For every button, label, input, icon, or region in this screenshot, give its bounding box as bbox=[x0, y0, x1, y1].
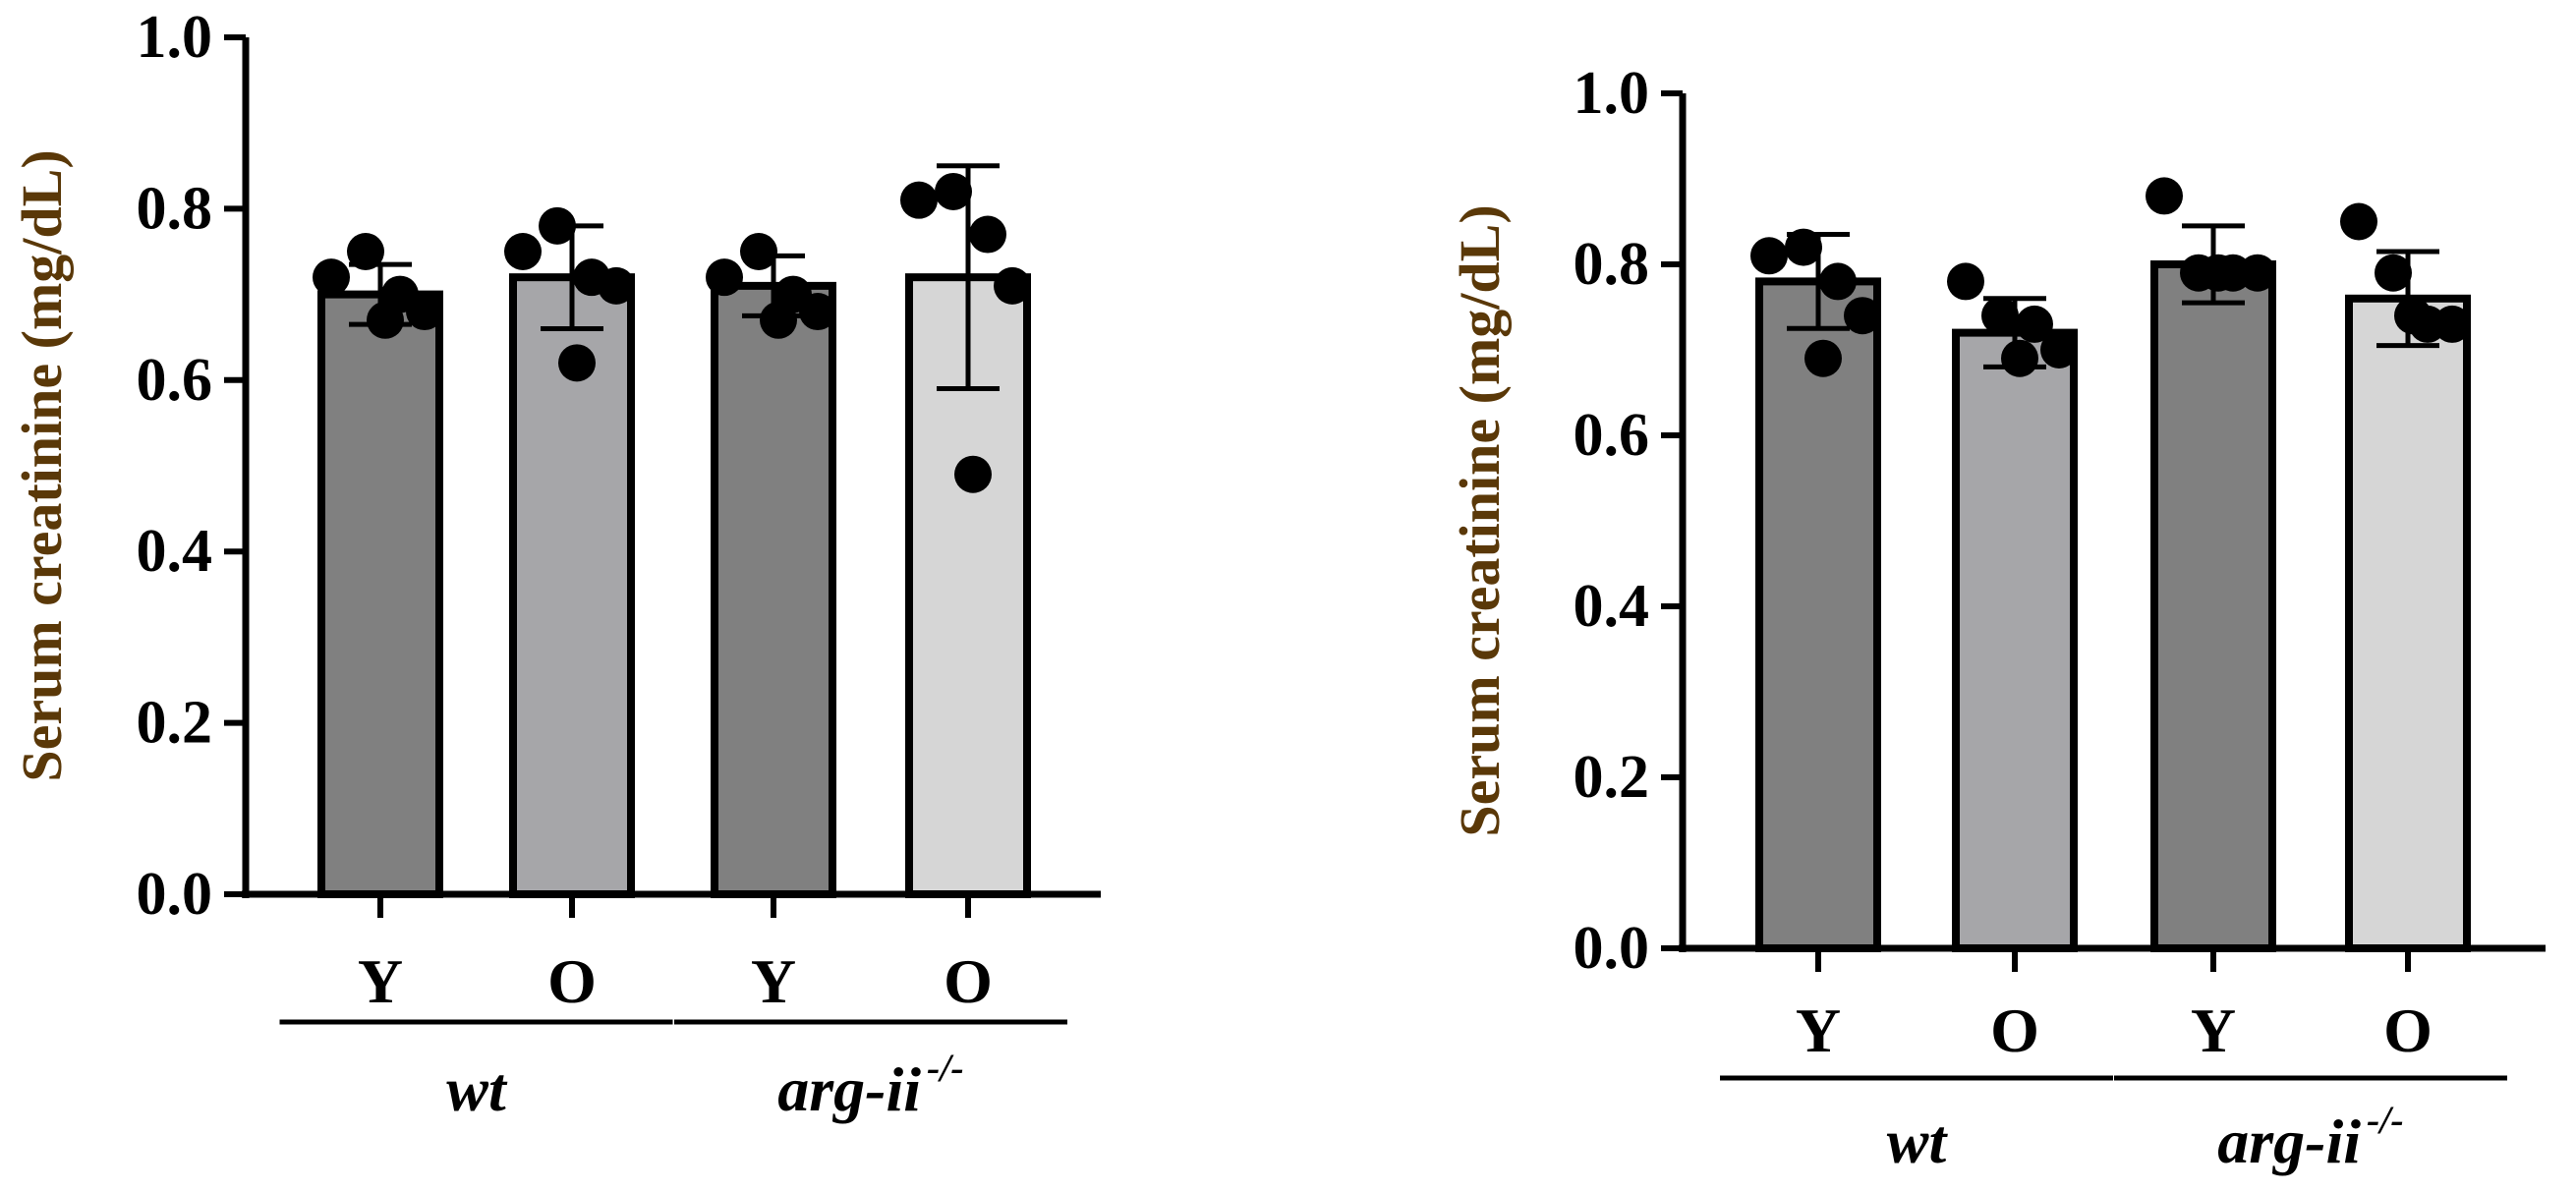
y-tick-label: 0.6 bbox=[137, 347, 213, 414]
data-point bbox=[367, 301, 404, 339]
data-point bbox=[598, 266, 635, 305]
data-point bbox=[2016, 305, 2053, 343]
data-point bbox=[760, 301, 797, 339]
group-label: arg-ii -/- bbox=[2217, 1098, 2404, 1176]
x-category-label: Y bbox=[2191, 995, 2236, 1065]
x-category-label: O bbox=[2383, 995, 2433, 1065]
bar bbox=[317, 290, 443, 899]
data-point bbox=[706, 258, 743, 297]
y-tick-label: 1.0 bbox=[1574, 60, 1650, 127]
x-category-label: Y bbox=[751, 946, 796, 1016]
data-point bbox=[2001, 339, 2038, 377]
data-point bbox=[954, 455, 992, 493]
data-point bbox=[2200, 254, 2237, 292]
data-point bbox=[2146, 177, 2183, 215]
data-point bbox=[347, 233, 384, 270]
x-category-label: O bbox=[1990, 995, 2039, 1065]
y-tick-label: 1.0 bbox=[137, 4, 213, 71]
y-axis-label: Serum creatinine (mg/dL) bbox=[1448, 204, 1512, 836]
bar bbox=[1952, 328, 2078, 953]
bar bbox=[2345, 294, 2471, 952]
data-point bbox=[2394, 297, 2432, 335]
data-point bbox=[969, 215, 1006, 254]
data-point bbox=[994, 266, 1031, 305]
y-tick-label: 0.0 bbox=[1574, 915, 1650, 982]
data-point bbox=[558, 344, 596, 382]
data-point bbox=[935, 172, 972, 210]
y-axis-label: Serum creatinine (mg/dL) bbox=[10, 149, 74, 781]
data-point bbox=[504, 233, 542, 270]
data-point bbox=[1981, 297, 2019, 335]
group-label-superscript: -/- bbox=[2367, 1098, 2404, 1142]
group-label-superscript: -/- bbox=[927, 1046, 964, 1090]
y-tick-label: 0.4 bbox=[1574, 573, 1650, 640]
left-chart: 0.0 0.2 0.4 0.6 0.8 1.0 Serum creatinine (mg/d… bbox=[10, 4, 1101, 1124]
group-label: wt bbox=[446, 1054, 508, 1124]
data-point bbox=[2340, 202, 2377, 241]
x-category-label: O bbox=[547, 946, 597, 1016]
y-tick-label: 0.2 bbox=[1574, 744, 1650, 811]
x-category-label: Y bbox=[358, 946, 403, 1016]
data-point bbox=[1844, 297, 1881, 335]
data-point bbox=[1947, 262, 1984, 301]
bar bbox=[2150, 260, 2276, 952]
y-tick-label: 0.6 bbox=[1574, 402, 1650, 469]
y-tick-label: 0.0 bbox=[137, 861, 213, 928]
data-point bbox=[539, 206, 576, 245]
data-point bbox=[1819, 262, 1857, 301]
y-tick-label: 0.8 bbox=[1574, 231, 1650, 298]
data-point bbox=[406, 293, 443, 331]
bar bbox=[711, 281, 836, 898]
data-point bbox=[1804, 339, 1842, 377]
data-point bbox=[2433, 305, 2471, 343]
data-point bbox=[313, 258, 350, 297]
data-point bbox=[2375, 254, 2412, 292]
data-point bbox=[799, 293, 836, 331]
y-tick-label: 0.8 bbox=[137, 175, 213, 242]
group-label: wt bbox=[1887, 1107, 1949, 1176]
data-point bbox=[900, 181, 938, 219]
data-point bbox=[1750, 237, 1788, 275]
group-label: arg-ii -/- bbox=[777, 1046, 964, 1124]
data-point bbox=[1785, 228, 1822, 266]
y-tick-label: 0.2 bbox=[137, 690, 213, 757]
y-tick-label: 0.4 bbox=[137, 518, 213, 585]
data-point bbox=[2239, 254, 2276, 292]
data-point bbox=[740, 233, 777, 270]
x-category-label: O bbox=[944, 946, 993, 1016]
x-category-label: Y bbox=[1796, 995, 1841, 1065]
right-chart: 0.0 0.2 0.4 0.6 0.8 1.0 Serum creatinine (mg/d… bbox=[1448, 60, 2546, 1176]
bar bbox=[1755, 277, 1881, 952]
data-point bbox=[2040, 331, 2078, 369]
